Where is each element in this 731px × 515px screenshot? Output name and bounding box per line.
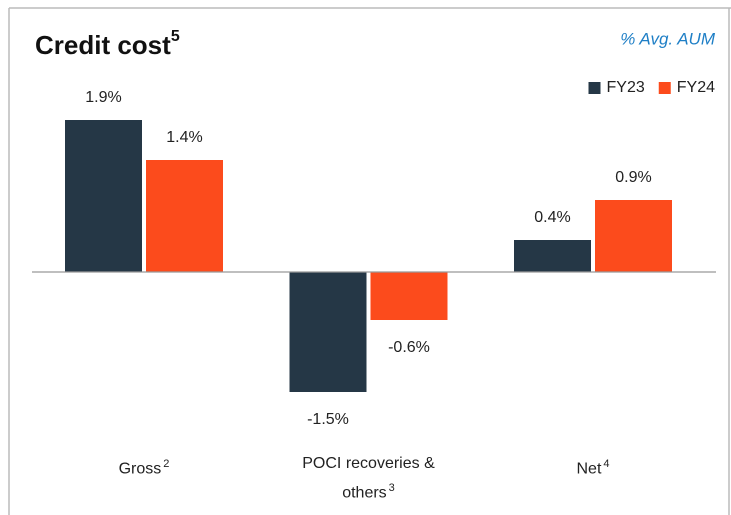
title-text: Credit cost: [35, 30, 171, 60]
bar: [65, 120, 142, 272]
value-label: 0.4%: [534, 209, 570, 226]
bar: [595, 200, 672, 272]
value-label: -1.5%: [307, 411, 349, 428]
bar: [514, 240, 591, 272]
bar: [289, 272, 367, 392]
legend-swatch: [658, 82, 671, 94]
category-footnote: 4: [603, 458, 610, 470]
value-label: 1.4%: [166, 129, 202, 146]
value-label: 0.9%: [615, 169, 651, 186]
x-tick-label: Gross 2: [59, 452, 229, 481]
legend-swatch: [588, 82, 601, 94]
category-text: Net: [576, 460, 602, 478]
category-text: Gross: [118, 460, 162, 478]
category-footnote: 3: [388, 482, 395, 494]
category-footnote: 2: [163, 458, 170, 470]
bar: [370, 272, 448, 320]
x-tick-label: Net 4: [508, 452, 678, 481]
bar: [146, 160, 223, 272]
subtitle: % Avg. AUM: [620, 29, 716, 48]
x-tick-label: POCI recoveries & others 3: [294, 452, 444, 505]
legend-label: FY23: [607, 79, 645, 96]
title-footnote: 5: [171, 28, 180, 45]
value-label: 1.9%: [85, 89, 121, 106]
chart-title: Credit cost5: [35, 28, 180, 60]
category-text: POCI recoveries & others: [302, 455, 435, 502]
legend-label: FY24: [677, 79, 715, 96]
value-label: -0.6%: [388, 339, 430, 356]
